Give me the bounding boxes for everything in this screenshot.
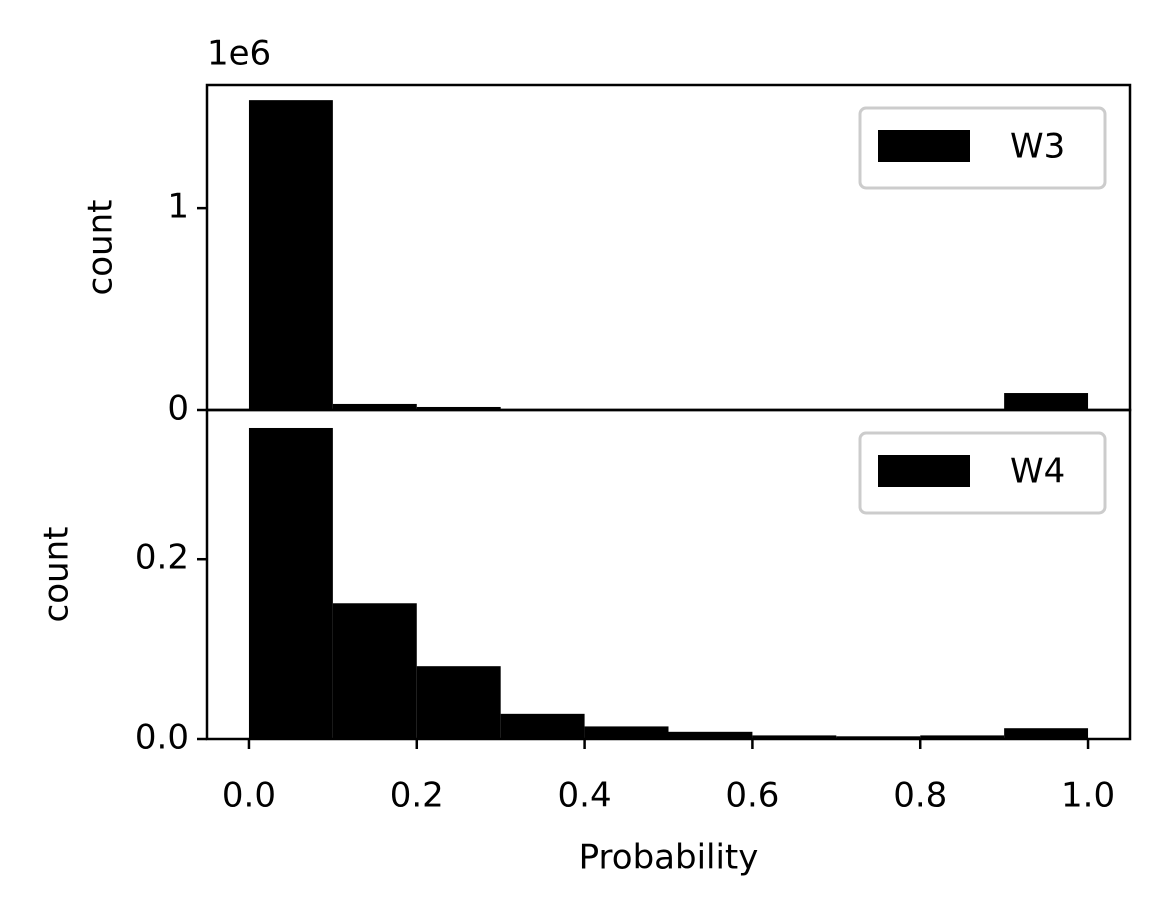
bar bbox=[668, 731, 753, 739]
bar bbox=[248, 427, 333, 739]
y-axis-label: count bbox=[37, 527, 77, 623]
x-tick-label: 1.0 bbox=[1061, 776, 1115, 816]
bar bbox=[248, 100, 333, 410]
x-axis-label: Probability bbox=[579, 838, 759, 878]
x-tick-label: 0.8 bbox=[893, 776, 947, 816]
legend-box bbox=[858, 106, 1107, 190]
bar bbox=[1004, 393, 1089, 410]
bar bbox=[920, 735, 1005, 739]
bar bbox=[416, 666, 501, 739]
bar bbox=[500, 713, 585, 739]
legend-label: W4 bbox=[1010, 452, 1065, 492]
y-tick-label: 0.2 bbox=[135, 538, 189, 578]
bar bbox=[836, 736, 921, 739]
bar bbox=[332, 403, 417, 410]
bar bbox=[584, 726, 669, 739]
axes-frame bbox=[205, 408, 1132, 741]
x-tick-label: 0.6 bbox=[725, 776, 779, 816]
legend-box bbox=[858, 431, 1107, 515]
y-tick-label: 0 bbox=[167, 389, 189, 429]
bar bbox=[752, 735, 837, 739]
legend-swatch bbox=[878, 130, 970, 162]
bar bbox=[332, 603, 417, 739]
y-tick-label: 0.0 bbox=[135, 718, 189, 758]
legend-swatch bbox=[878, 455, 970, 487]
x-tick-label: 0.2 bbox=[390, 776, 444, 816]
bar bbox=[416, 406, 501, 410]
legend-label: W3 bbox=[1010, 127, 1065, 167]
y-tick-label: 1 bbox=[167, 187, 189, 227]
x-tick-label: 0.4 bbox=[558, 776, 612, 816]
offset-text: 1e6 bbox=[207, 34, 271, 74]
bar bbox=[1004, 728, 1089, 739]
y-axis-label: count bbox=[81, 200, 121, 296]
x-tick-label: 0.0 bbox=[222, 776, 276, 816]
